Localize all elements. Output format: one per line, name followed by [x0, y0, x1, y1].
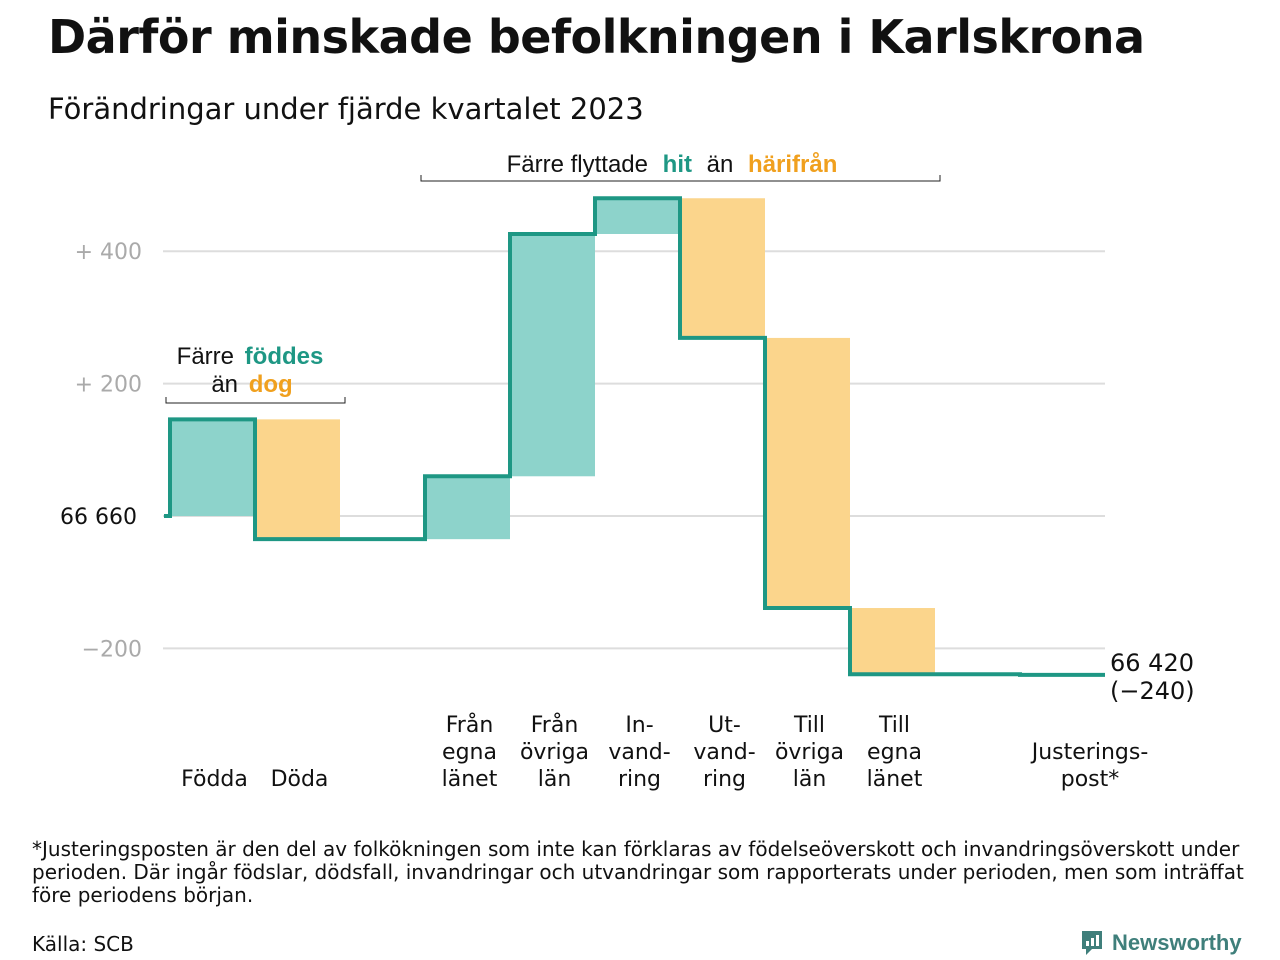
- waterfall-bar: [425, 476, 510, 540]
- brand-name: Newsworthy: [1112, 930, 1242, 955]
- births-annotation-accent: föddes: [245, 343, 324, 370]
- chart-subtitle: Förändringar under fjärde kvartalet 2023: [48, 92, 644, 126]
- svg-text:Färre föddes: Färre föddes: [177, 343, 324, 370]
- category-label: Döda: [271, 767, 329, 792]
- step-line-layer: [164, 196, 1105, 677]
- step-line: [164, 196, 1105, 677]
- category-label: Justerings-post*: [1030, 740, 1149, 792]
- waterfall-bar: [255, 419, 340, 540]
- births-bracket: [165, 397, 346, 404]
- y-tick-label: −200: [82, 637, 142, 662]
- births-annotation-text: Färre: [177, 343, 234, 370]
- category-label: Från övriga län: [520, 712, 589, 792]
- end-value-label: 66 420: [1110, 649, 1194, 677]
- waterfall-bar: [595, 198, 680, 234]
- migration-annotation: Färre flyttade hit än härifrån: [420, 151, 941, 182]
- births-annotation: Färre föddes än dog: [165, 343, 346, 404]
- chart-title: Därför minskade befolkningen i Karlskron…: [48, 10, 1145, 64]
- category-label: Ut-vand-ring: [693, 713, 755, 792]
- category-label: Från egna länet: [442, 712, 498, 792]
- migration-bracket: [420, 175, 941, 182]
- migration-annotation-mid: än: [707, 151, 734, 178]
- migration-annotation-text: Färre flyttade: [507, 151, 648, 178]
- migration-annotation-accent-in: hit: [663, 151, 692, 178]
- category-label: In-vand-ring: [608, 713, 670, 792]
- category-label: Till övriga län: [775, 713, 844, 792]
- waterfall-bar: [510, 233, 595, 477]
- waterfall-chart: + 400 + 200 −200 66 660 Födda Döda Från egna län…: [60, 151, 1195, 792]
- start-value-label: 66 660: [60, 505, 137, 530]
- migration-annotation-accent-out: härifrån: [748, 151, 837, 178]
- svg-text:än dog: än dog: [211, 371, 292, 398]
- waterfall-bar: [850, 608, 935, 675]
- waterfall-bar: [680, 198, 765, 338]
- waterfall-bar: [170, 419, 255, 516]
- newsworthy-logo-icon: [1082, 931, 1102, 955]
- bar-layer: [170, 198, 1105, 676]
- footnote: *Justeringsposten är den del av folkökni…: [32, 837, 1244, 907]
- svg-text:Färre flyttade hit: Färre flyttade hit än härifrån: [507, 151, 838, 178]
- deaths-annotation-text: än: [211, 371, 238, 398]
- label-layer: + 400 + 200 −200 66 660 Födda Döda Från egna län…: [60, 240, 1195, 792]
- y-tick-label: + 200: [75, 373, 142, 398]
- category-label: Födda: [181, 767, 248, 792]
- category-label: Till egna länet: [867, 713, 923, 792]
- brand[interactable]: Newsworthy: [1080, 926, 1242, 960]
- end-change-label: (−240): [1110, 677, 1195, 705]
- source-label: Källa: SCB: [32, 932, 134, 956]
- waterfall-bar: [765, 337, 850, 609]
- deaths-annotation-accent: dog: [249, 371, 293, 398]
- y-tick-label: + 400: [75, 240, 142, 265]
